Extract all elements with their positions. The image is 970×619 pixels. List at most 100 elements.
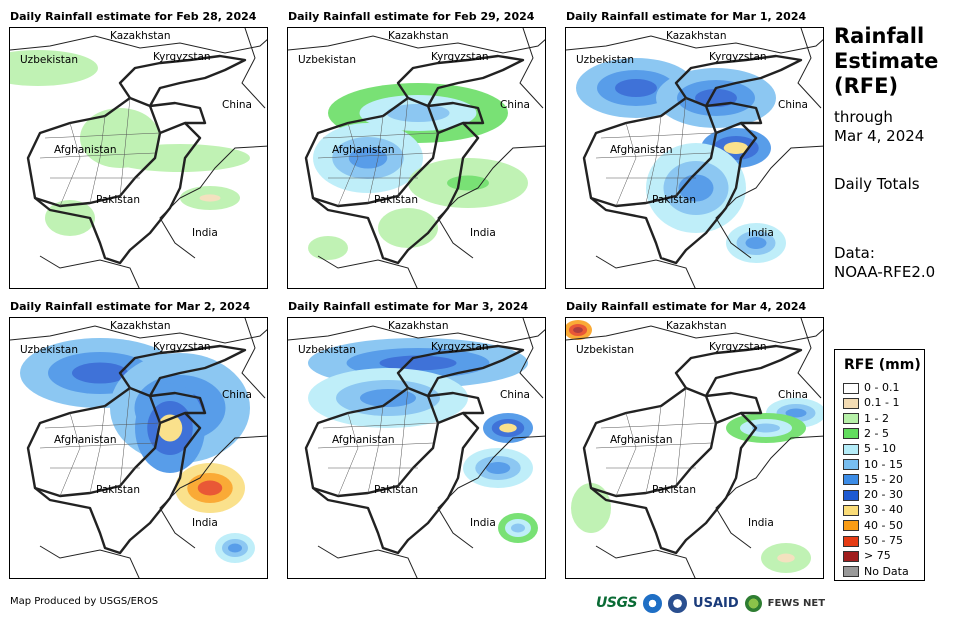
map-label-india: India xyxy=(470,227,496,239)
legend-item: 1 - 2 xyxy=(843,412,889,425)
legend-swatch xyxy=(843,382,859,394)
map-label-uzbekistan: Uzbekistan xyxy=(20,54,78,66)
map-label-india: India xyxy=(470,517,496,529)
map-panel-5: Kazakhstan Uzbekistan Kyrgyzstan China Afgha… xyxy=(287,317,546,579)
panel-title-3: Daily Rainfall estimate for Mar 1, 2024 xyxy=(566,10,807,23)
legend-swatch xyxy=(843,428,859,440)
map-label-pakistan: Pakistan xyxy=(374,484,418,496)
legend-label: 1 - 2 xyxy=(864,411,889,425)
map-panel-3: Kazakhstan Uzbekistan Kyrgyzstan China Afgha… xyxy=(565,27,824,289)
fews-net-logo: FEWS NET xyxy=(767,597,826,609)
map-label-uzbekistan: Uzbekistan xyxy=(298,54,356,66)
map-label-china: China xyxy=(222,389,252,401)
legend-item: 30 - 40 xyxy=(843,503,903,516)
map-label-pakistan: Pakistan xyxy=(374,194,418,206)
map-graphic: Kazakhstan Uzbekistan Kyrgyzstan China Afgha… xyxy=(288,28,545,288)
legend-swatch xyxy=(843,520,859,532)
legend-item: No Data xyxy=(843,565,909,578)
map-label-kazakhstan: Kazakhstan xyxy=(666,320,727,332)
usaid-logo: USAID xyxy=(693,595,739,611)
map-label-india: India xyxy=(748,227,774,239)
map-panel-1: Kazakhstan Uzbekistan Kyrgyzstan China Afgha… xyxy=(9,27,268,289)
legend-label: 5 - 10 xyxy=(864,442,896,456)
legend-swatch xyxy=(843,535,859,547)
legend-swatch xyxy=(843,397,859,409)
rfe-title: Rainfall Estimate (RFE) xyxy=(834,24,939,98)
legend-title: RFE (mm) xyxy=(844,357,921,373)
map-label-afghanistan: Afghanistan xyxy=(332,144,395,156)
legend-label: > 75 xyxy=(864,549,891,563)
panel-title-5: Daily Rainfall estimate for Mar 3, 2024 xyxy=(288,300,529,313)
map-graphic: Kazakhstan Uzbekistan Kyrgyzstan China Afgha… xyxy=(566,28,823,288)
map-label-kyrgyzstan: Kyrgyzstan xyxy=(709,51,767,63)
map-label-kyrgyzstan: Kyrgyzstan xyxy=(709,341,767,353)
map-label-china: China xyxy=(778,389,808,401)
map-label-india: India xyxy=(192,517,218,529)
through-date: through Mar 4, 2024 xyxy=(834,108,925,145)
map-label-uzbekistan: Uzbekistan xyxy=(576,344,634,356)
map-label-pakistan: Pakistan xyxy=(652,194,696,206)
legend-swatch xyxy=(843,566,859,578)
legend-swatch xyxy=(843,550,859,562)
map-label-pakistan: Pakistan xyxy=(652,484,696,496)
map-label-afghanistan: Afghanistan xyxy=(610,144,673,156)
usgs-logo: USGS xyxy=(596,595,638,611)
legend-item: 40 - 50 xyxy=(843,519,903,532)
map-panel-6: Kazakhstan Uzbekistan Kyrgyzstan China Afgha… xyxy=(565,317,824,579)
map-label-afghanistan: Afghanistan xyxy=(54,434,117,446)
map-panel-2: Kazakhstan Uzbekistan Kyrgyzstan China Afgha… xyxy=(287,27,546,289)
panel-title-6: Daily Rainfall estimate for Mar 4, 2024 xyxy=(566,300,807,313)
legend-item: 50 - 75 xyxy=(843,534,903,547)
legend-label: 10 - 15 xyxy=(864,457,903,471)
map-label-china: China xyxy=(778,99,808,111)
legend-swatch xyxy=(843,474,859,486)
map-label-afghanistan: Afghanistan xyxy=(610,434,673,446)
map-label-china: China xyxy=(500,389,530,401)
map-label-kyrgyzstan: Kyrgyzstan xyxy=(153,341,211,353)
legend-item: 20 - 30 xyxy=(843,488,903,501)
data-source: Data: NOAA-RFE2.0 xyxy=(834,244,936,281)
map-graphic: Kazakhstan Uzbekistan Kyrgyzstan China Afgha… xyxy=(10,28,267,288)
legend-swatch xyxy=(843,413,859,425)
fews-globe-icon xyxy=(744,594,762,612)
legend-label: 40 - 50 xyxy=(864,518,903,532)
panel-title-1: Daily Rainfall estimate for Feb 28, 2024 xyxy=(10,10,257,23)
map-graphic: Kazakhstan Uzbekistan Kyrgyzstan China Afgha… xyxy=(10,318,267,578)
legend-item: 10 - 15 xyxy=(843,458,903,471)
map-label-india: India xyxy=(192,227,218,239)
map-label-afghanistan: Afghanistan xyxy=(332,434,395,446)
map-graphic: Kazakhstan Uzbekistan Kyrgyzstan China Afgha… xyxy=(566,318,823,578)
legend-label: 15 - 20 xyxy=(864,472,903,486)
legend-swatch xyxy=(843,459,859,470)
legend-label: 20 - 30 xyxy=(864,488,903,502)
legend-item: > 75 xyxy=(843,549,891,562)
map-label-pakistan: Pakistan xyxy=(96,484,140,496)
daily-totals-label: Daily Totals xyxy=(834,175,920,193)
map-label-uzbekistan: Uzbekistan xyxy=(298,344,356,356)
legend-label: 2 - 5 xyxy=(864,426,889,440)
legend-label: 50 - 75 xyxy=(864,534,903,547)
legend-swatch xyxy=(843,504,859,516)
legend-item: 15 - 20 xyxy=(843,473,903,486)
map-label-kazakhstan: Kazakhstan xyxy=(388,320,449,332)
map-label-kazakhstan: Kazakhstan xyxy=(110,30,171,42)
nasa-seal-icon xyxy=(668,593,688,613)
map-label-kyrgyzstan: Kyrgyzstan xyxy=(431,341,489,353)
legend-item: 2 - 5 xyxy=(843,427,889,440)
legend-item: 0.1 - 1 xyxy=(843,396,899,409)
map-graphic: Kazakhstan Uzbekistan Kyrgyzstan China Afgha… xyxy=(288,318,545,578)
map-label-india: India xyxy=(748,517,774,529)
map-label-china: China xyxy=(500,99,530,111)
map-label-afghanistan: Afghanistan xyxy=(54,144,117,156)
map-label-uzbekistan: Uzbekistan xyxy=(576,54,634,66)
legend-swatch xyxy=(843,489,859,501)
map-label-kazakhstan: Kazakhstan xyxy=(388,30,449,42)
map-label-kyrgyzstan: Kyrgyzstan xyxy=(153,51,211,63)
map-panel-4: Kazakhstan Uzbekistan Kyrgyzstan China Afgha… xyxy=(9,317,268,579)
panel-title-2: Daily Rainfall estimate for Feb 29, 2024 xyxy=(288,10,535,23)
map-label-china: China xyxy=(222,99,252,111)
legend-label: No Data xyxy=(864,564,909,578)
legend-item: 5 - 10 xyxy=(843,442,896,455)
map-label-kazakhstan: Kazakhstan xyxy=(110,320,171,332)
